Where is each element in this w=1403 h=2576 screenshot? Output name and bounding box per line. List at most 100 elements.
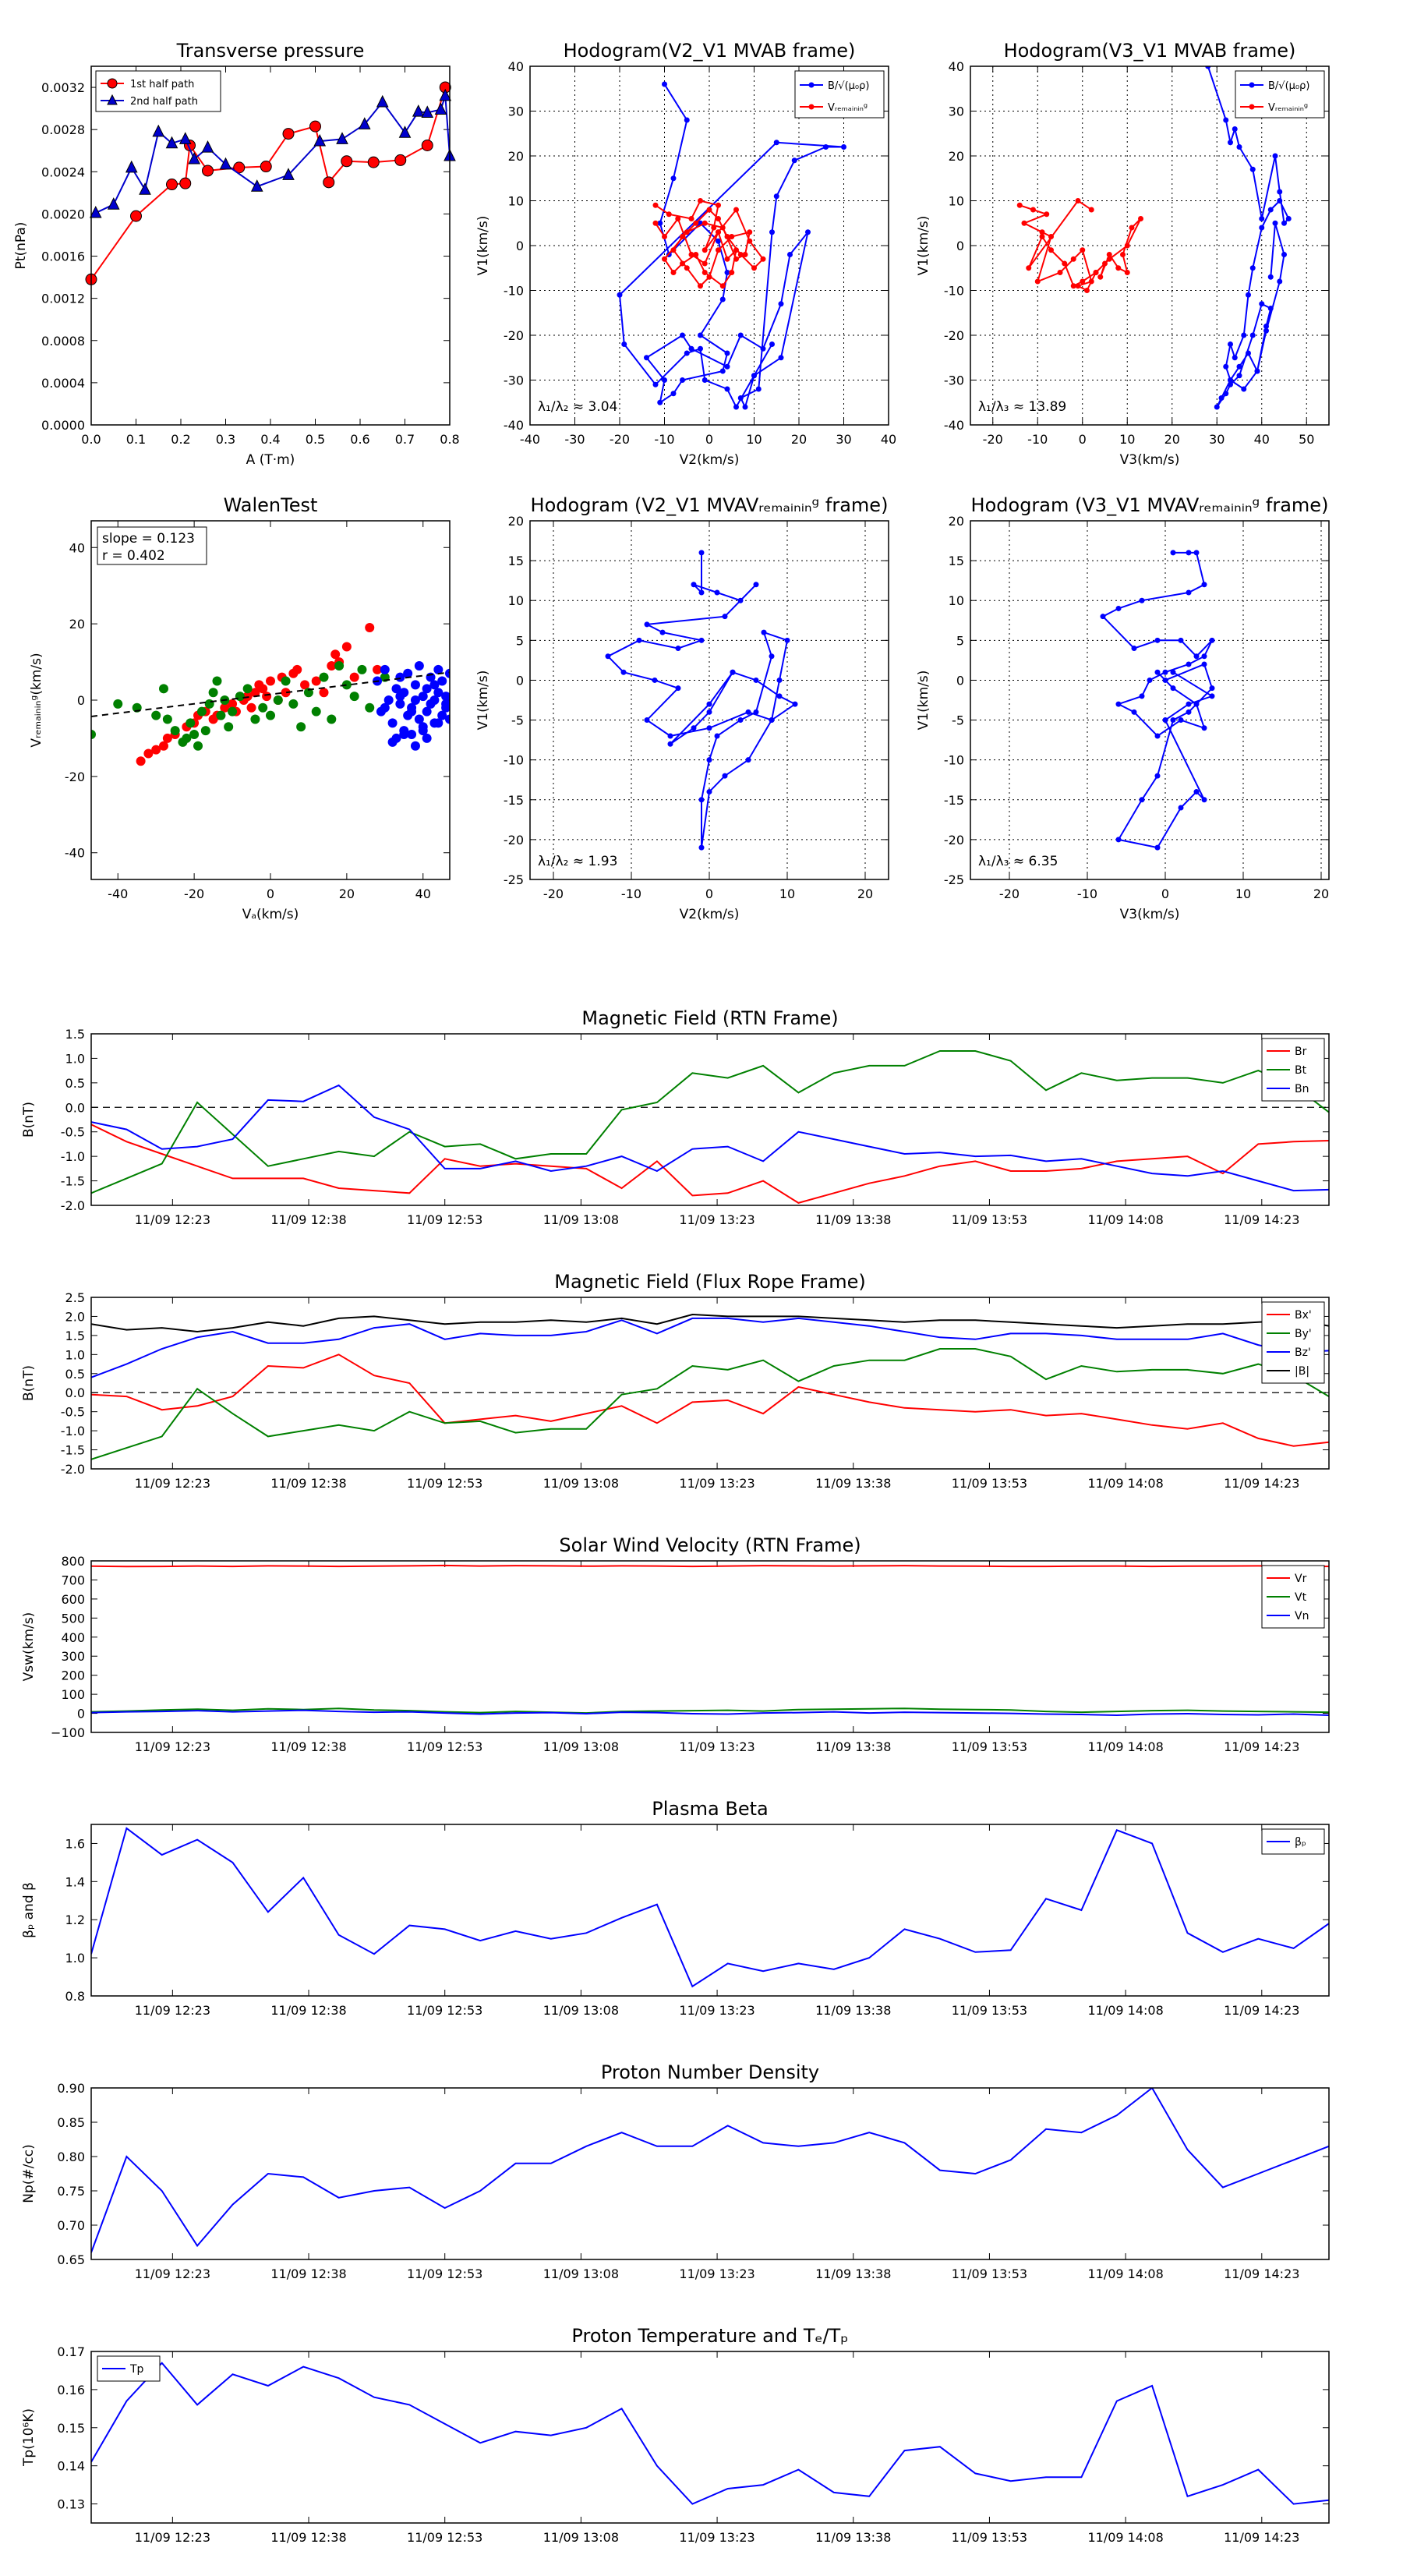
x-tick-label: 11/09 12:23 (135, 2530, 210, 2545)
x-tick-label: 11/09 13:53 (952, 2530, 1027, 2545)
x-tick-label: 0.3 (216, 432, 235, 447)
x-axis-label: Vₐ(km/s) (242, 907, 299, 922)
x-tick-label: 11/09 12:53 (407, 2530, 482, 2545)
y-tick-label: 0.13 (57, 2497, 85, 2512)
data-point (1026, 265, 1032, 271)
y-tick-label: 30 (949, 104, 964, 119)
data-point (188, 151, 201, 165)
y-tick-label: 0 (956, 673, 964, 688)
x-tick-label: 0.1 (126, 432, 146, 447)
data-point (1062, 260, 1068, 267)
y-tick-label: -5 (511, 713, 524, 728)
plot-frame (90, 1824, 1330, 1997)
data-point (151, 710, 161, 720)
data-point (693, 220, 699, 226)
y-tick-label: 20 (949, 514, 964, 529)
y-tick-label: -20 (65, 770, 85, 784)
data-point (300, 680, 310, 690)
correlation-label: r = 0.402 (102, 548, 165, 564)
series-line-Vn (91, 1709, 1329, 1717)
data-point (1201, 725, 1207, 731)
y-tick-label: 5 (956, 633, 964, 648)
data-point (1272, 153, 1278, 159)
data-point (769, 229, 775, 235)
y-tick-label: 0.0000 (41, 418, 85, 433)
data-point (1048, 234, 1054, 239)
data-point (130, 210, 142, 222)
data-point (1124, 242, 1130, 249)
data-point (421, 105, 434, 119)
y-tick-label: 0 (956, 239, 964, 253)
data-point (760, 345, 766, 352)
y-axis-label: Vsw(km/s) (21, 1612, 37, 1682)
data-point (657, 399, 663, 405)
plot-frame (90, 1033, 1330, 1206)
data-point (716, 229, 721, 235)
data-point (1170, 669, 1176, 675)
data-point (410, 680, 420, 690)
y-tick-label: -40 (65, 846, 85, 861)
data-point (1246, 292, 1251, 298)
data-point (1147, 677, 1153, 683)
y-axis-label: V1(km/s) (916, 671, 931, 731)
data-point (1039, 229, 1045, 235)
data-point (1277, 189, 1283, 195)
data-point (1193, 550, 1200, 556)
data-point (403, 668, 413, 678)
data-point (358, 117, 371, 129)
data-point (383, 695, 394, 705)
x-tick-label: 11/09 13:08 (543, 2266, 619, 2281)
data-point (1277, 198, 1283, 203)
data-point (437, 676, 447, 686)
data-point (1139, 597, 1145, 603)
data-point (742, 404, 748, 410)
y-tick-label: 1.4 (65, 1874, 85, 1889)
x-tick-label: 20 (791, 432, 807, 447)
data-point (1102, 260, 1108, 267)
data-point (309, 120, 321, 133)
data-point (349, 672, 359, 682)
y-tick-label: -30 (944, 373, 964, 388)
data-point (1214, 404, 1220, 410)
data-point (652, 202, 659, 208)
legend-label: βₚ (1295, 1836, 1306, 1849)
y-tick-label: 15 (508, 554, 524, 568)
x-tick-label: 11/09 12:53 (407, 1212, 482, 1227)
data-point (698, 589, 705, 596)
x-axis-label: V3(km/s) (1120, 452, 1180, 468)
y-tick-label: -20 (504, 833, 524, 847)
data-point (139, 182, 151, 195)
x-tick-label: 11/09 12:38 (270, 2530, 346, 2545)
data-point (429, 695, 440, 705)
y-tick-label: -40 (944, 418, 964, 433)
chart-pt: Transverse pressure 0.0 0.1 0.2 0.3 0.4 0.5 0.6… (13, 40, 460, 468)
y-axis-label: B(nT) (21, 1102, 37, 1138)
data-point (1246, 350, 1251, 356)
legend-marker (1249, 82, 1255, 88)
data-point (1139, 693, 1145, 699)
data-point (730, 669, 736, 675)
data-point (394, 154, 407, 166)
data-point (737, 395, 744, 401)
x-axis-label: V2(km/s) (680, 452, 740, 468)
legend-marker (1249, 104, 1255, 110)
y-tick-label: 0.65 (57, 2252, 85, 2267)
data-point (724, 363, 730, 370)
data-point (1285, 216, 1292, 221)
x-tick-label: -20 (983, 432, 1003, 447)
data-point (1070, 256, 1076, 262)
x-tick-label: 30 (1209, 432, 1225, 447)
data-point (1241, 332, 1247, 338)
data-point (365, 702, 375, 713)
x-tick-label: 11/09 12:23 (135, 1476, 210, 1491)
data-point (1236, 144, 1242, 150)
data-point (422, 733, 432, 743)
y-axis-label: V1(km/s) (475, 216, 491, 276)
y-axis-label: V1(km/s) (475, 671, 491, 731)
data-point (1115, 701, 1122, 707)
data-point (733, 256, 739, 262)
series-line-Br (91, 1123, 1329, 1204)
data-point (414, 660, 424, 671)
y-tick-label: 40 (69, 540, 85, 555)
y-axis-label: Vᵣₑₘₐᵢₙᵢₙᵍ(km/s) (29, 653, 44, 747)
